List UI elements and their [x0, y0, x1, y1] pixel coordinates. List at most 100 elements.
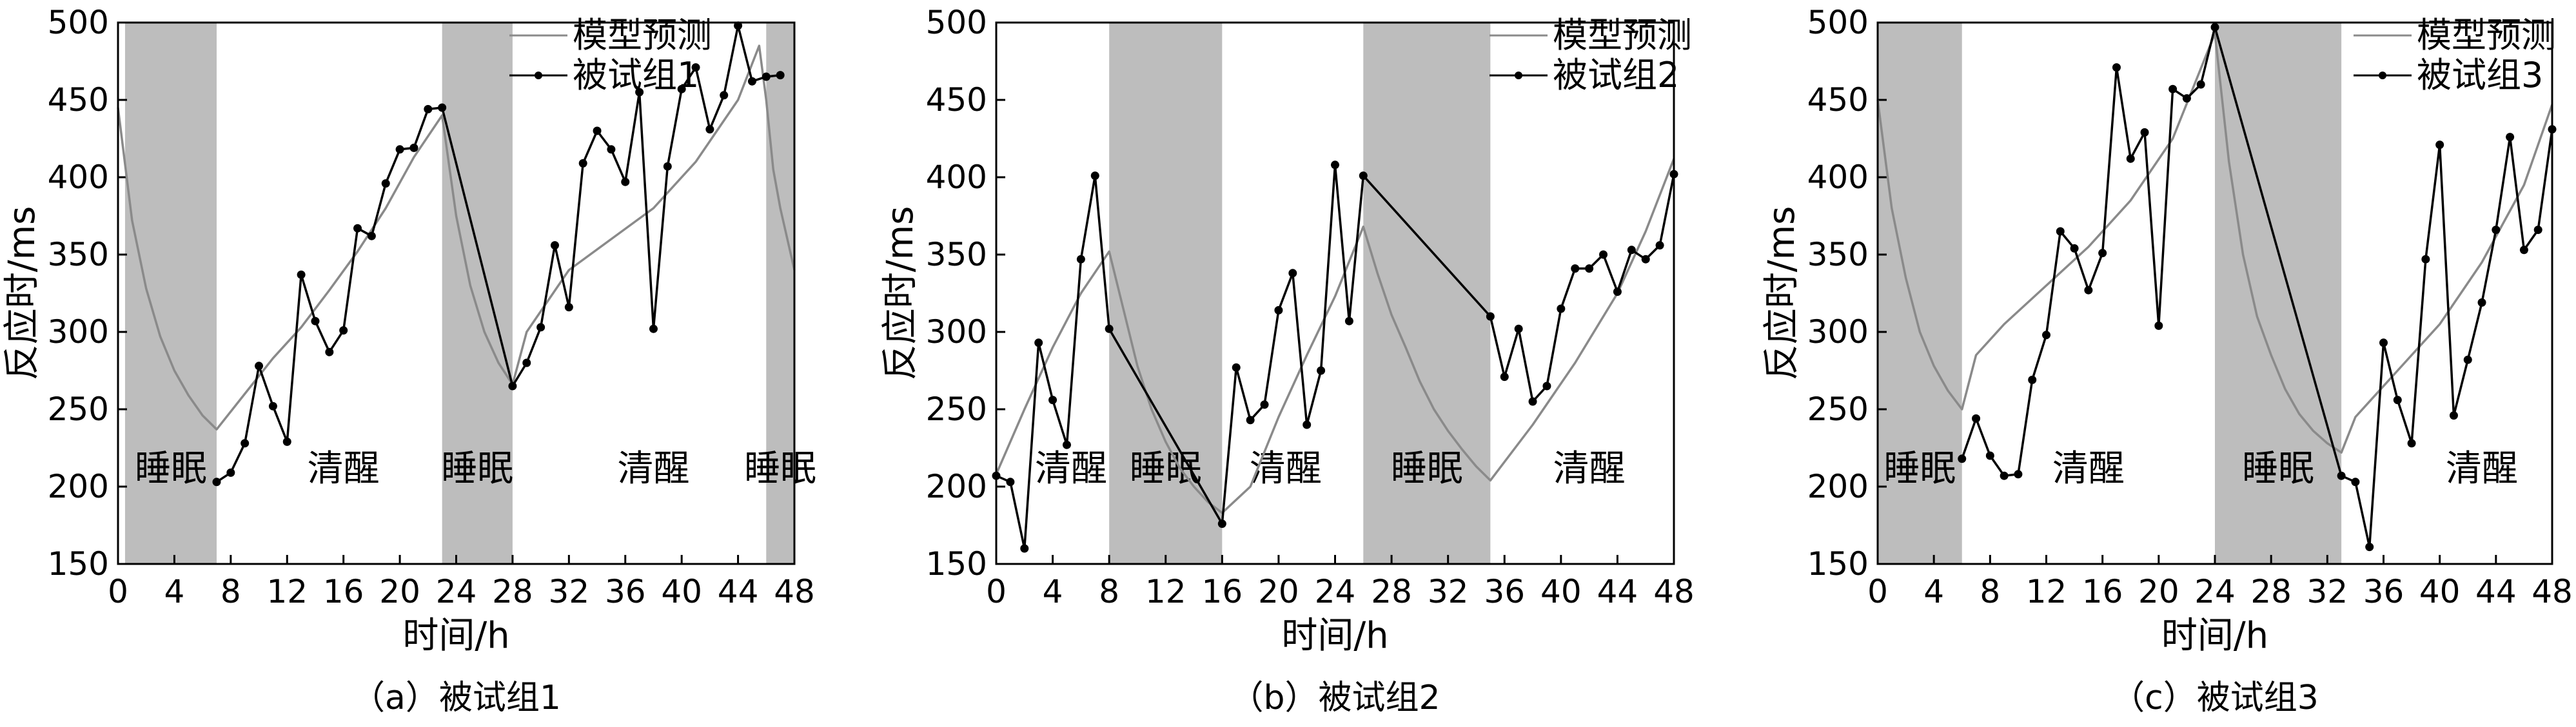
x-tick-label: 44: [718, 573, 759, 610]
data-point: [353, 224, 362, 233]
x-axis-title: 时间/h: [402, 615, 509, 657]
data-point: [1303, 420, 1312, 429]
data-point: [409, 143, 418, 152]
data-point: [550, 241, 559, 250]
y-axis-title: 反应时/ms: [1761, 206, 1803, 381]
data-point: [212, 478, 221, 487]
x-tick-label: 36: [2363, 573, 2404, 610]
data-point: [776, 71, 785, 80]
data-point: [2154, 321, 2163, 330]
y-tick-label: 400: [926, 159, 987, 196]
data-point: [720, 91, 729, 100]
data-point: [282, 437, 291, 446]
data-point: [1359, 171, 1368, 180]
legend: 模型预测 被试组1: [509, 15, 712, 95]
data-point: [621, 177, 630, 186]
x-tick-label: 32: [549, 573, 590, 610]
data-point: [747, 77, 756, 86]
data-point: [311, 316, 320, 325]
y-tick-label: 450: [926, 81, 987, 119]
data-point: [2112, 63, 2121, 72]
data-point: [1557, 304, 1566, 313]
x-tick-label: 24: [2194, 573, 2236, 610]
data-point: [2519, 246, 2528, 255]
data-point: [2098, 249, 2107, 258]
data-point: [2070, 244, 2079, 253]
y-tick-label: 200: [1807, 468, 1869, 505]
data-point: [2463, 355, 2472, 364]
panel-caption: （b）被试组2: [1230, 679, 1440, 717]
data-point: [1246, 416, 1255, 425]
data-point: [1331, 160, 1339, 170]
plot-frame: [117, 21, 796, 565]
sleep-region-0: [1878, 23, 1962, 564]
data-point: [1105, 324, 1114, 333]
x-tick-label: 0: [986, 573, 1007, 610]
legend-label-model: 模型预测: [2417, 15, 2556, 55]
data-point: [1627, 246, 1636, 255]
y-tick-label: 500: [1807, 4, 1869, 41]
data-point: [1217, 519, 1226, 528]
y-tick-label: 150: [48, 545, 109, 583]
data-point: [1076, 255, 1085, 264]
x-tick-label: 12: [2026, 573, 2067, 610]
wake-region-label-0: 清醒: [2052, 448, 2125, 490]
y-tick-label: 350: [926, 236, 987, 273]
x-tick-label: 28: [2250, 573, 2292, 610]
y-tick-label: 500: [926, 4, 987, 41]
legend-label-model: 模型预测: [573, 15, 712, 55]
sleep-region-0: [1109, 23, 1223, 564]
sleep-region-1: [2215, 23, 2342, 564]
x-tick-label: 20: [2138, 573, 2179, 610]
sleep-region-0: [124, 23, 217, 564]
y-tick-label: 150: [926, 545, 987, 583]
wake-region-label-1: 清醒: [617, 448, 689, 490]
sleep-region-2: [766, 23, 794, 564]
data-point: [2042, 331, 2050, 340]
data-point: [522, 358, 531, 367]
data-point: [1528, 397, 1537, 406]
x-tick-label: 32: [1428, 573, 1469, 610]
data-point: [1317, 366, 1326, 375]
panel-caption: （a）被试组1: [351, 679, 561, 717]
y-tick-label: 150: [1807, 545, 1869, 583]
data-point: [438, 103, 447, 112]
data-point: [1958, 454, 1967, 463]
data-point: [2365, 543, 2374, 552]
x-tick-label: 16: [2082, 573, 2123, 610]
legend-label-observed: 被试组2: [1553, 55, 1679, 95]
data-point: [1514, 324, 1523, 333]
data-point: [2379, 338, 2388, 347]
x-tick-label: 36: [605, 573, 646, 610]
data-point: [1048, 396, 1057, 405]
legend-marker-observed: [1515, 72, 1522, 79]
x-tick-label: 8: [221, 573, 241, 610]
sleep-region-label-1: 睡眠: [441, 448, 513, 490]
wake-region-label-1: 清醒: [2446, 448, 2518, 490]
data-point: [325, 347, 334, 356]
data-point: [677, 84, 686, 93]
data-point: [2028, 375, 2037, 384]
x-tick-label: 48: [2532, 573, 2573, 610]
y-tick-label: 250: [48, 391, 109, 428]
data-point: [1985, 451, 1994, 460]
data-point: [1260, 400, 1269, 409]
x-tick-label: 36: [1484, 573, 1525, 610]
x-tick-label: 24: [436, 573, 477, 610]
data-point: [339, 326, 348, 335]
data-point: [2182, 94, 2191, 103]
data-point: [226, 468, 235, 477]
series-line-model: [1876, 32, 2553, 454]
y-tick-label: 250: [1807, 391, 1869, 428]
data-point: [424, 104, 433, 113]
data-point: [1655, 241, 1664, 250]
data-point: [2140, 128, 2149, 137]
data-point: [2084, 286, 2093, 295]
sleep-region-1: [442, 23, 513, 564]
y-axis-title: 反应时/ms: [880, 206, 921, 381]
x-tick-label: 16: [323, 573, 364, 610]
x-tick-label: 44: [2475, 573, 2517, 610]
data-point: [1641, 255, 1650, 264]
